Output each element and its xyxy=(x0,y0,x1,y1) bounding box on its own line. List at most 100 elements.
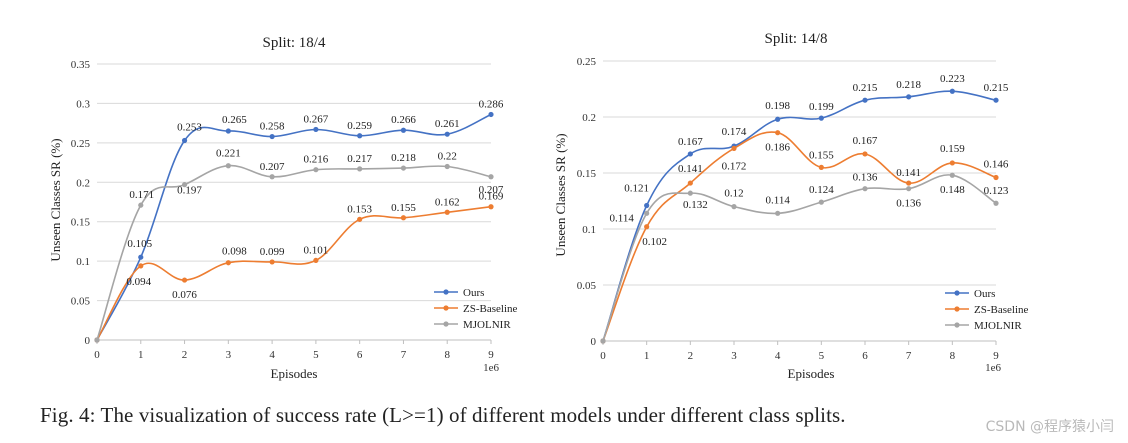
data-point-ours xyxy=(862,97,868,103)
x-axis-label: Episodes xyxy=(788,366,835,381)
data-point-zs-baseline xyxy=(138,263,144,269)
data-point-ours xyxy=(993,97,999,103)
data-label-ours: 0.218 xyxy=(896,79,921,91)
data-point-zs-baseline xyxy=(225,260,231,266)
data-label-zs-baseline: 0.094 xyxy=(126,276,151,288)
data-point-zs-baseline xyxy=(949,160,955,166)
legend-marker xyxy=(443,289,449,295)
y-tick-label: 0.05 xyxy=(71,296,91,308)
data-label-zs-baseline: 0.172 xyxy=(722,160,747,172)
y-tick-label: 0.1 xyxy=(582,224,596,236)
data-label-ours: 0.258 xyxy=(260,121,285,133)
data-label-ours: 0.105 xyxy=(127,238,152,250)
data-label-zs-baseline: 0.162 xyxy=(435,196,460,208)
data-point-ours xyxy=(818,115,824,121)
x-scale-label: 1e6 xyxy=(483,362,499,374)
data-label-zs-baseline: 0.159 xyxy=(940,143,965,155)
x-axis-label: Episodes xyxy=(271,366,318,381)
data-point-ours xyxy=(949,88,955,94)
data-label-mjolnir: 0.218 xyxy=(391,152,416,164)
data-label-ours: 0.266 xyxy=(391,114,416,126)
data-point-zs-baseline xyxy=(181,277,188,283)
data-point-zs-baseline xyxy=(906,180,912,186)
data-point-zs-baseline xyxy=(488,204,494,210)
data-label-mjolnir: 0.136 xyxy=(853,172,878,184)
data-label-ours: 0.223 xyxy=(940,73,965,85)
data-label-zs-baseline: 0.141 xyxy=(678,163,703,175)
x-tick-label: 1 xyxy=(138,349,144,361)
legend-marker xyxy=(954,322,960,328)
data-point-mjolnir xyxy=(444,163,450,170)
data-label-zs-baseline: 0.141 xyxy=(896,167,921,179)
data-label-mjolnir: 0.12 xyxy=(724,188,743,200)
series-line-ours xyxy=(602,90,997,342)
watermark: CSDN @程序猿小闫 xyxy=(985,419,1114,435)
x-tick-label: 2 xyxy=(182,349,188,361)
x-tick-label: 5 xyxy=(313,349,319,361)
series-line-mjolnir xyxy=(96,164,492,341)
x-tick-label: 7 xyxy=(906,350,912,362)
data-label-mjolnir: 0.171 xyxy=(129,189,154,201)
data-label-ours: 0.215 xyxy=(853,82,878,94)
data-point-zs-baseline xyxy=(818,164,824,170)
data-point-zs-baseline xyxy=(644,224,650,230)
x-tick-label: 3 xyxy=(731,350,737,362)
data-label-mjolnir: 0.207 xyxy=(479,184,504,196)
data-point-mjolnir xyxy=(181,182,188,188)
legend-marker xyxy=(954,306,960,312)
x-tick-label: 8 xyxy=(950,350,956,362)
data-point-zs-baseline xyxy=(687,180,693,186)
data-label-ours: 0.265 xyxy=(222,114,247,126)
chart-svg-split-14-8: 0 0.05 0.1 0.15 0.2 0.25 0 1 2 3 4 5 6 7 8 9 Split: 14/8… xyxy=(553,31,1028,381)
data-label-ours: 0.199 xyxy=(809,101,834,113)
data-point-mjolnir xyxy=(600,338,606,344)
data-label-ours: 0.174 xyxy=(722,126,747,138)
data-label-mjolnir: 0.136 xyxy=(896,198,921,210)
y-tick-label: 0.15 xyxy=(577,168,597,180)
y-tick-label: 0.15 xyxy=(71,217,91,229)
series-line-zs-baseline xyxy=(602,131,997,342)
data-label-zs-baseline: 0.101 xyxy=(304,244,329,256)
x-tick-label: 0 xyxy=(94,349,100,361)
data-point-mjolnir xyxy=(400,165,407,171)
data-point-mjolnir xyxy=(488,174,494,180)
x-tick-label: 0 xyxy=(600,350,606,362)
y-tick-label: 0.2 xyxy=(582,112,596,124)
data-label-zs-baseline: 0.099 xyxy=(260,246,285,258)
data-label-zs-baseline: 0.167 xyxy=(853,135,878,147)
data-label-zs-baseline: 0.102 xyxy=(642,236,667,248)
data-point-ours xyxy=(906,94,912,100)
legend-label-mjolnir: MJOLNIR xyxy=(463,319,511,331)
legend-label-zs-baseline: ZS-Baseline xyxy=(974,304,1028,316)
x-tick-label: 6 xyxy=(862,350,868,362)
data-point-ours xyxy=(687,151,693,157)
series-line-ours xyxy=(96,113,492,341)
legend-marker xyxy=(443,321,449,327)
legend-label-zs-baseline: ZS-Baseline xyxy=(463,303,517,315)
data-point-mjolnir xyxy=(731,204,737,210)
legend-label-mjolnir: MJOLNIR xyxy=(974,320,1022,332)
data-point-mjolnir xyxy=(993,200,999,206)
data-point-zs-baseline xyxy=(862,151,868,157)
chart-title: Split: 14/8 xyxy=(765,31,828,47)
data-label-zs-baseline: 0.098 xyxy=(222,246,247,258)
data-point-zs-baseline xyxy=(400,215,407,221)
data-point-zs-baseline xyxy=(731,145,737,151)
data-point-ours xyxy=(444,131,450,137)
data-point-mjolnir xyxy=(906,186,912,192)
x-tick-label: 4 xyxy=(775,350,781,362)
x-tick-label: 9 xyxy=(993,350,999,362)
data-point-mjolnir xyxy=(862,186,868,192)
data-label-mjolnir: 0.148 xyxy=(940,184,965,196)
y-tick-label: 0.3 xyxy=(76,98,90,110)
x-tick-label: 2 xyxy=(688,350,694,362)
data-label-mjolnir: 0.114 xyxy=(609,212,634,224)
data-label-ours: 0.286 xyxy=(479,98,504,110)
data-point-ours xyxy=(775,116,781,122)
data-point-ours xyxy=(644,202,650,209)
data-point-mjolnir xyxy=(687,190,693,196)
data-label-zs-baseline: 0.153 xyxy=(347,203,372,215)
chart-title: Split: 18/4 xyxy=(263,35,326,51)
data-label-zs-baseline: 0.155 xyxy=(391,202,416,214)
data-point-zs-baseline xyxy=(993,174,999,181)
